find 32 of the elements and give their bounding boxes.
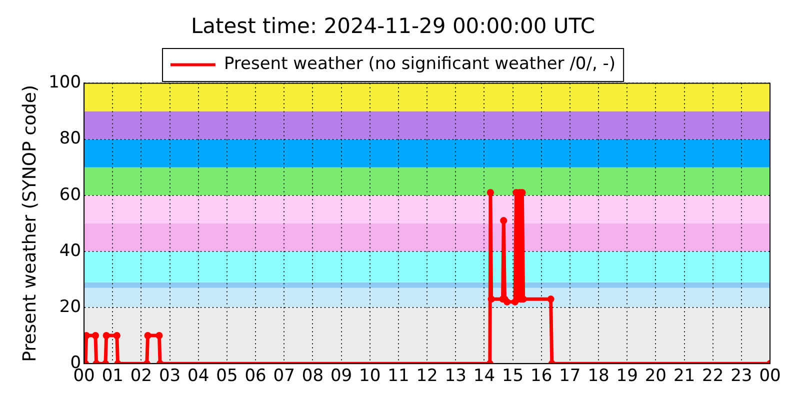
x-tick-label: 11: [388, 366, 410, 386]
x-tick-label: 00: [759, 366, 781, 386]
y-tick-label: 60: [59, 184, 82, 205]
legend-label: Present weather (no significant weather /0/, -): [224, 54, 616, 74]
chart-title: Latest time: 2024-11-29 00:00:00 UTC: [190, 14, 596, 38]
x-tick-label: 01: [102, 366, 124, 386]
x-tick-label: 12: [416, 366, 438, 386]
x-tick-label: 05: [216, 366, 238, 386]
x-tick-label: 19: [616, 366, 638, 386]
x-tick-label: 03: [158, 366, 181, 386]
x-tick-label: 08: [302, 366, 324, 386]
x-tick-label: 23: [730, 366, 752, 386]
x-tick-label: 10: [359, 366, 381, 386]
x-tick-label: 16: [530, 366, 552, 386]
x-tick-label: 06: [244, 366, 266, 386]
x-tick-label: 09: [330, 366, 352, 386]
x-tick-label: 14: [473, 366, 496, 386]
x-tick-label: 07: [273, 366, 295, 386]
x-tick-label: 15: [502, 366, 524, 386]
x-tick-label: 20: [644, 366, 666, 386]
x-tick-label: 13: [444, 366, 466, 386]
y-tick-label: 40: [59, 240, 82, 261]
x-tick-label: 18: [588, 366, 610, 386]
x-tick-label: 04: [188, 366, 210, 386]
x-tick-label: 22: [702, 366, 724, 386]
y-tick-label: 80: [59, 128, 82, 149]
x-tick-label: 17: [559, 366, 581, 386]
y-tick-label: 100: [48, 72, 82, 93]
y-axis-title: Present weather (SYNOP code): [19, 84, 40, 362]
y-tick-label: 20: [59, 296, 82, 317]
x-tick-label: 21: [673, 366, 696, 386]
x-tick-label: 02: [130, 366, 152, 386]
